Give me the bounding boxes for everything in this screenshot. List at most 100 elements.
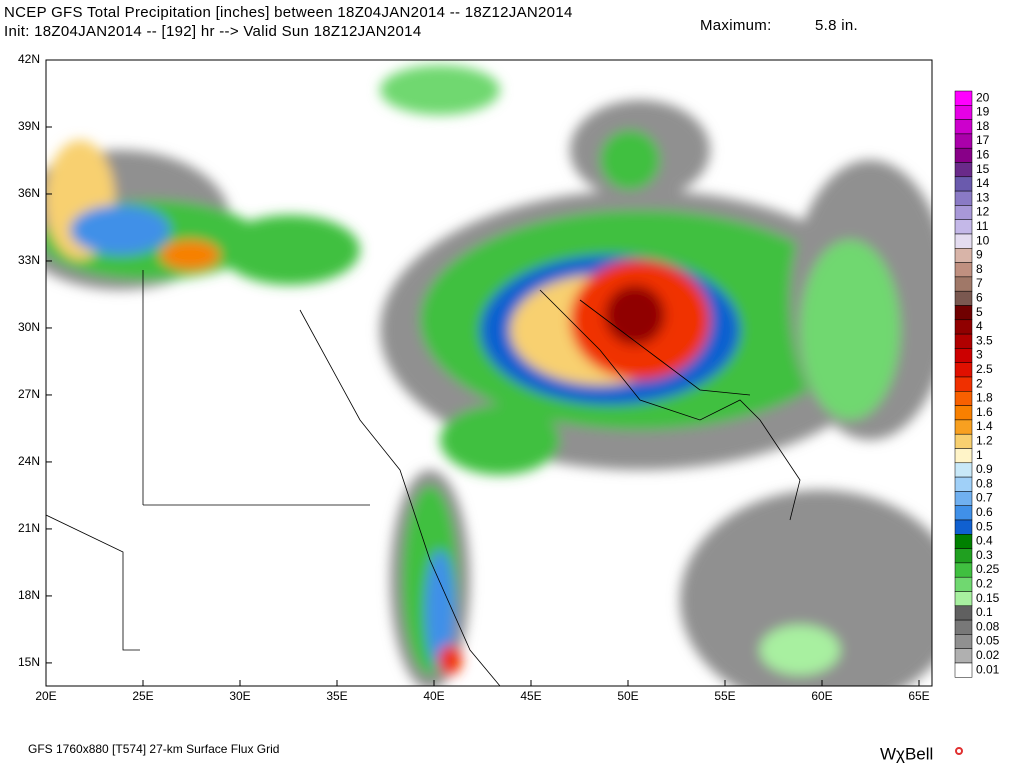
legend-swatch xyxy=(954,147,973,163)
legend-label: 0.05 xyxy=(976,634,1000,648)
legend-swatch xyxy=(954,133,973,149)
legend-swatch xyxy=(954,376,973,392)
maximum-label: Maximum: xyxy=(700,17,772,34)
precip-blob xyxy=(425,550,455,670)
legend-swatch xyxy=(954,90,973,106)
lon-label: 55E xyxy=(714,689,735,703)
legend-label: 0.4 xyxy=(976,534,993,548)
legend-label: 12 xyxy=(976,205,990,219)
legend-label: 4 xyxy=(976,319,983,333)
coastline xyxy=(579,299,751,396)
legend-label: 0.1 xyxy=(976,605,993,619)
coastline xyxy=(299,309,501,686)
precip-blob xyxy=(380,65,500,115)
legend-swatch xyxy=(954,348,973,363)
coastlines xyxy=(46,270,801,686)
legend-swatch xyxy=(954,391,973,406)
legend-swatch xyxy=(954,248,973,263)
legend-label: 6 xyxy=(976,291,983,305)
lat-label: 33N xyxy=(18,253,40,267)
legend-label: 0.8 xyxy=(976,476,993,490)
legend-swatch xyxy=(954,176,973,192)
legend-swatch xyxy=(954,448,973,464)
precip-blob xyxy=(605,285,665,345)
legend-label: 2 xyxy=(976,376,983,390)
legend-swatch xyxy=(954,333,973,349)
legend-label: 1.6 xyxy=(976,405,993,419)
legend-label: 19 xyxy=(976,105,990,119)
legend-swatch xyxy=(954,476,973,492)
legend-swatch xyxy=(954,233,973,249)
lat-label: 27N xyxy=(18,387,40,401)
precip-blob xyxy=(438,645,462,675)
precip-blob xyxy=(440,405,560,475)
lat-label: 42N xyxy=(18,52,40,66)
legend-swatch xyxy=(954,462,973,478)
legend-swatch xyxy=(954,491,973,506)
lat-label: 36N xyxy=(18,186,40,200)
legend-label: 7 xyxy=(976,276,983,290)
legend-swatch xyxy=(954,576,973,592)
lon-label: 45E xyxy=(520,689,541,703)
legend-label: 13 xyxy=(976,190,990,204)
legend-swatch xyxy=(954,119,973,135)
border xyxy=(46,514,140,651)
legend-label: 0.01 xyxy=(976,662,1000,676)
legend-swatch xyxy=(954,405,973,421)
model-info: GFS 1760x880 [T574] 27-km Surface Flux G… xyxy=(28,742,279,756)
legend-label: 0.3 xyxy=(976,548,993,562)
legend-swatch xyxy=(954,562,973,578)
legend-label: 15 xyxy=(976,162,990,176)
legend-swatch xyxy=(954,534,973,549)
lon-label: 20E xyxy=(35,689,56,703)
lon-label: 25E xyxy=(132,689,153,703)
legend-label: 17 xyxy=(976,133,990,147)
legend-swatch xyxy=(954,519,973,535)
legend-swatch xyxy=(954,219,973,235)
legend-swatch xyxy=(954,433,973,449)
precip-blob xyxy=(220,215,360,285)
legend-label: 5 xyxy=(976,305,983,319)
coastline xyxy=(539,289,801,521)
legend-label: 3.5 xyxy=(976,333,993,347)
legend-label: 1.8 xyxy=(976,391,993,405)
legend-swatch xyxy=(954,105,973,120)
lat-label: 24N xyxy=(18,454,40,468)
legend-label: 20 xyxy=(976,90,990,104)
precip-blobs xyxy=(46,65,932,686)
legend-label: 3 xyxy=(976,348,983,362)
maximum-value: 5.8 in. xyxy=(815,17,858,34)
legend-label: 0.15 xyxy=(976,591,1000,605)
legend-swatch xyxy=(954,648,973,664)
legend-swatch xyxy=(954,662,973,678)
legend-label: 0.02 xyxy=(976,648,1000,662)
legend-swatch xyxy=(954,505,973,521)
legend-swatch xyxy=(954,262,973,278)
lon-label: 65E xyxy=(908,689,929,703)
legend-label: 1.4 xyxy=(976,419,993,433)
legend-label: 11 xyxy=(976,219,989,233)
legend-label: 0.08 xyxy=(976,619,1000,633)
lon-label: 35E xyxy=(326,689,347,703)
lon-label: 40E xyxy=(423,689,444,703)
legend-label: 9 xyxy=(976,248,983,262)
legend-swatch xyxy=(954,162,973,178)
legend-swatch xyxy=(954,362,973,378)
legend-label: 10 xyxy=(976,233,990,247)
legend-label: 8 xyxy=(976,262,983,276)
legend-swatch xyxy=(954,619,973,635)
precip-blob xyxy=(70,205,170,255)
lon-label: 60E xyxy=(811,689,832,703)
precip-blob xyxy=(800,240,900,420)
legend-swatch xyxy=(954,319,973,335)
legend-label: 0.9 xyxy=(976,462,993,476)
precip-blob xyxy=(680,490,932,686)
map-frame xyxy=(45,59,933,687)
precip-blob xyxy=(160,240,220,270)
legend-label: 1.2 xyxy=(976,434,993,448)
legend-label: 2.5 xyxy=(976,362,993,376)
title-line1: NCEP GFS Total Precipitation [inches] be… xyxy=(4,4,573,21)
lon-label: 30E xyxy=(229,689,250,703)
